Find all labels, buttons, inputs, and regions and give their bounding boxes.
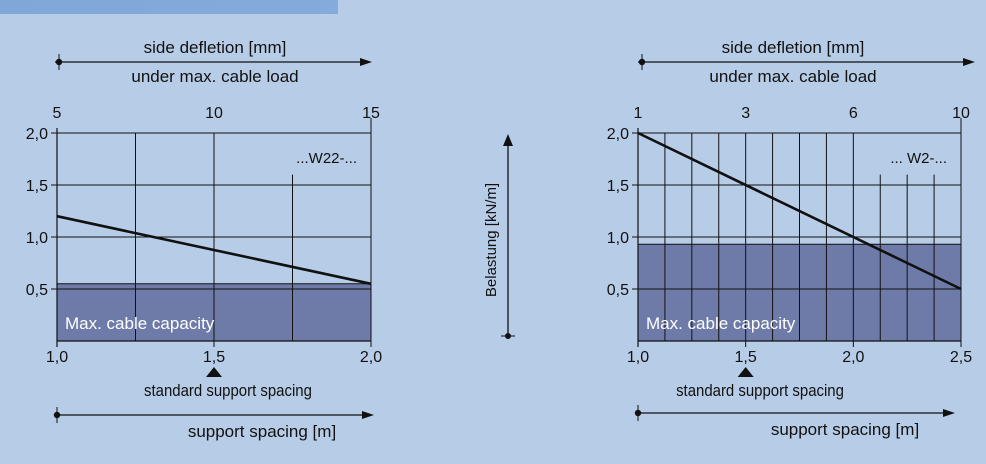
bottom-axis-label: support spacing [m]	[771, 420, 919, 439]
top-axis-arrowhead	[360, 58, 372, 66]
capacity-label: Max. cable capacity	[65, 314, 215, 333]
x-tick-label: 1,5	[735, 349, 757, 366]
capacity-label: Max. cable capacity	[646, 314, 796, 333]
y-tick-label: 0,5	[607, 282, 629, 299]
series-label: ... W2-...	[890, 150, 947, 167]
bottom-axis-arrowhead	[362, 411, 374, 419]
header-band	[0, 0, 338, 14]
top-tick-label: 3	[741, 105, 750, 122]
center-axis-label: Belastung [kN/m]	[483, 183, 500, 297]
series-label: ...W22-...	[296, 150, 357, 167]
x-tick-label: 1,0	[46, 349, 68, 366]
top-axis-sublabel: under max. cable load	[709, 67, 876, 86]
y-tick-label: 1,0	[26, 230, 48, 247]
center-load-axis: Belastung [kN/m]	[483, 134, 515, 339]
bottom-axis-arrowhead	[943, 409, 955, 417]
standard-spacing-label: standard support spacing	[144, 382, 312, 400]
top-tick-label: 10	[205, 105, 223, 122]
x-tick-label: 2,0	[842, 349, 864, 366]
standard-spacing-label: standard support spacing	[676, 382, 844, 400]
y-tick-label: 1,0	[607, 230, 629, 247]
top-axis-label: side defletion [mm]	[722, 38, 865, 57]
bottom-axis-label: support spacing [m]	[188, 422, 336, 441]
top-tick-label: 1	[634, 105, 643, 122]
y-tick-label: 0,5	[26, 282, 48, 299]
y-tick-label: 1,5	[607, 178, 629, 195]
top-tick-label: 5	[53, 105, 62, 122]
y-tick-label: 2,0	[26, 126, 48, 143]
standard-spacing-marker	[206, 367, 222, 377]
y-tick-label: 1,5	[26, 178, 48, 195]
y-tick-label: 2,0	[607, 126, 629, 143]
center-axis-arrowhead	[503, 134, 513, 146]
top-axis-sublabel: under max. cable load	[131, 67, 298, 86]
standard-spacing-marker	[737, 367, 754, 377]
top-axis-label: side defletion [mm]	[144, 38, 287, 57]
top-tick-label: 6	[849, 105, 858, 122]
x-tick-label: 2,0	[360, 349, 382, 366]
x-tick-label: 2,5	[950, 349, 972, 366]
top-tick-label: 15	[362, 105, 380, 122]
load-line	[56, 214, 372, 286]
top-tick-label: 10	[952, 105, 970, 122]
x-tick-label: 1,5	[203, 349, 225, 366]
x-tick-label: 1,0	[627, 349, 649, 366]
chart-w22: 0,5 1,0 1,5 2,0 1,0 1,5 2,0 5 10 15 ...W22-... Max.…	[26, 38, 382, 441]
chart-w2: 0,5 1,0 1,5 2,0 1,0 1,5 2,0 2,5 1 3 6 10 ... W2-... M…	[607, 38, 975, 439]
top-axis-arrowhead	[963, 58, 975, 66]
load-line	[637, 131, 962, 291]
